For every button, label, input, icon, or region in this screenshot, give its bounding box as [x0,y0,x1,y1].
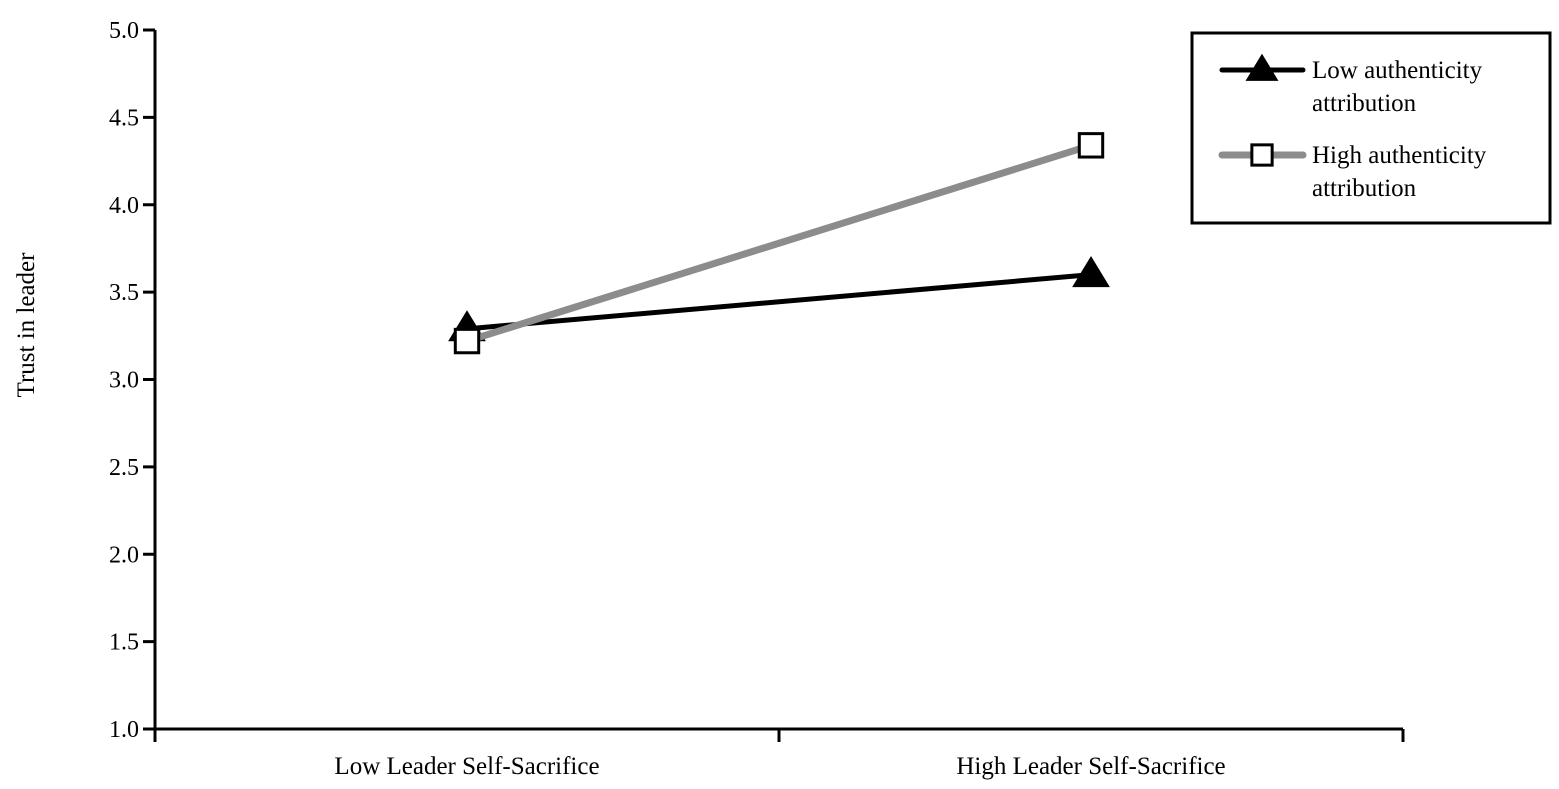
legend-label: High authenticity [1312,142,1487,169]
data-point-square [1077,132,1105,159]
y-tick-label: 4.5 [109,105,139,131]
x-category-label: High Leader Self-Sacrifice [956,753,1225,780]
y-tick-label: 5.0 [109,18,139,44]
data-point-square [1250,143,1274,167]
series-line [464,272,1094,332]
data-point-triangle [1245,53,1279,81]
y-tick-label: 2.5 [109,455,139,481]
legend-box [1190,31,1552,225]
legend-label: attribution [1312,175,1417,202]
legend-entry: High authenticity attribution [1218,142,1487,202]
data-point-square [453,327,481,355]
legend-entry: Low authenticity attribution [1219,53,1483,117]
series-layer [448,132,1110,355]
y-axis-title: Trust in leader [13,252,40,398]
y-tick-label: 3.5 [109,280,139,306]
y-tick-label: 2.0 [109,542,139,568]
axes [143,28,1405,742]
x-category-label: Low Leader Self-Sacrifice [334,753,599,780]
series-low-authenticity [448,256,1110,342]
legend-label: attribution [1312,90,1417,117]
x-category-labels: Low Leader Self-Sacrifice High Leader Sel… [334,753,1225,780]
data-point-triangle [1072,256,1110,288]
y-tick-label: 1.0 [109,717,139,743]
y-tick-label: 1.5 [109,630,139,656]
y-tick-labels: 1.0 1.5 2.0 2.5 3.0 3.5 4.0 4.5 5.0 [109,18,139,743]
series-line [463,141,1095,345]
y-tick-label: 4.0 [109,193,139,219]
legend-label: Low authenticity [1312,57,1483,84]
y-tick-label: 3.0 [109,368,139,394]
series-high-authenticity [453,132,1105,355]
